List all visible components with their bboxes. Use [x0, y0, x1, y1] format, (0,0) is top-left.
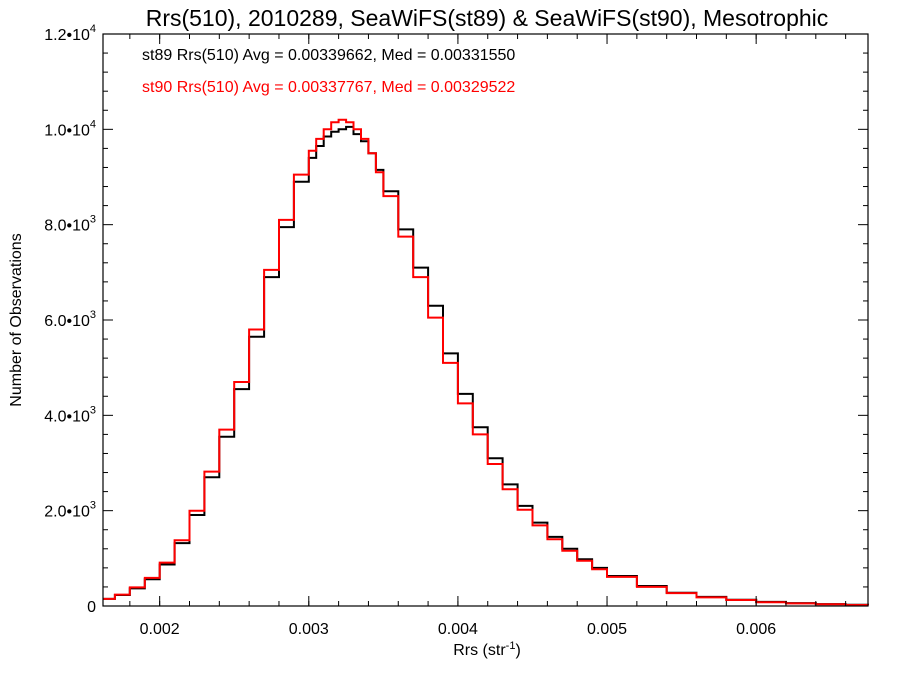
- series-line-st89: [103, 125, 869, 606]
- x-tick-label-1: 0.003: [289, 621, 329, 638]
- y-tick-label-0: 0: [87, 599, 96, 616]
- x-tick-label-2: 0.004: [438, 621, 478, 638]
- plot-frame: [102, 33, 869, 607]
- ticks-layer: [103, 33, 868, 607]
- x-tick-label-0: 0.002: [140, 621, 180, 638]
- y-tick-label-5: 1.0•104: [44, 118, 96, 139]
- x-tick-label-4: 0.006: [736, 621, 776, 638]
- annotation-st90: st90 Rrs(510) Avg = 0.00337767, Med = 0.…: [142, 79, 515, 96]
- y-tick-label-4: 8.0•103: [44, 214, 96, 235]
- x-tick-labels: 0.002 0.003 0.004 0.005 0.006: [140, 621, 777, 638]
- y-tick-labels: 0 2.0•103 4.0•103 6.0•103 8.0•103 1.0•104 1.2•…: [44, 23, 96, 616]
- y-tick-label-3: 6.0•103: [44, 309, 96, 330]
- y-tick-label-6: 1.2•104: [44, 23, 96, 44]
- annotation-st89: st89 Rrs(510) Avg = 0.00339662, Med = 0.…: [142, 47, 515, 64]
- chart-title: Rrs(510), 2010289, SeaWiFS(st89) & SeaWi…: [146, 5, 829, 31]
- series-line-st90: [103, 118, 869, 606]
- y-tick-label-2: 4.0•103: [44, 404, 96, 425]
- x-axis-label: Rrs (str-1): [453, 640, 521, 659]
- y-axis-label: Number of Observations: [8, 233, 25, 406]
- series-layer: [103, 118, 869, 606]
- y-tick-label-1: 2.0•103: [44, 500, 96, 521]
- x-tick-label-3: 0.005: [587, 621, 627, 638]
